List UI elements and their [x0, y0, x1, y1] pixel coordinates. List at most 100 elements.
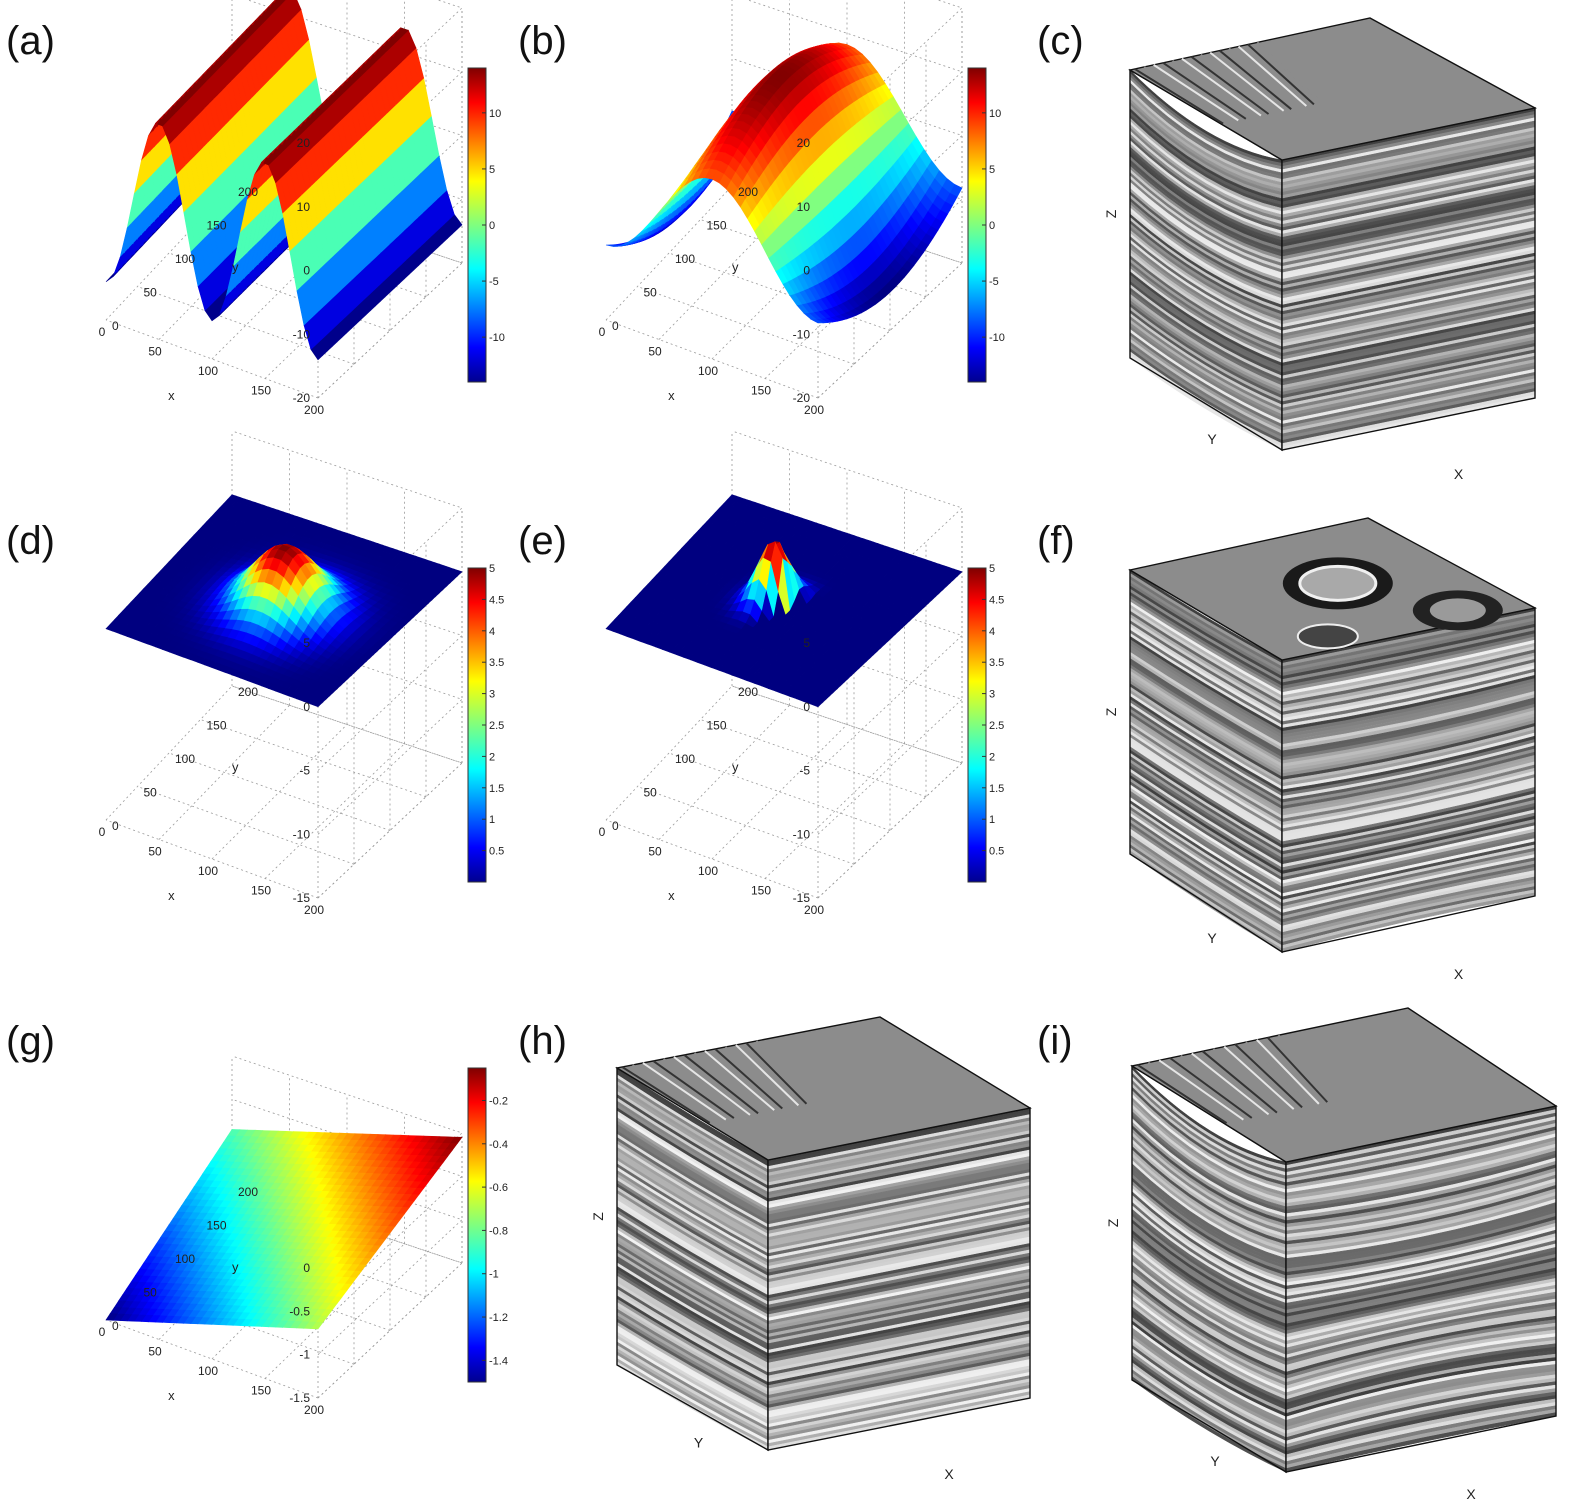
z-tick-label: 0: [303, 264, 310, 278]
y-tick-label: 200: [738, 685, 758, 699]
x-tick-label: 100: [698, 364, 718, 378]
colorbar-tick-label: 0.5: [489, 846, 504, 858]
y-axis-label: y: [232, 259, 239, 274]
grid-line: [105, 185, 233, 321]
y-axis-label: y: [732, 259, 739, 274]
x-tick-label: 100: [698, 864, 718, 878]
z-tick-label: 0: [803, 264, 810, 278]
surface: [105, 494, 463, 708]
grid-line: [105, 685, 233, 821]
y-tick-label: 200: [738, 185, 758, 199]
grid-line: [637, 286, 855, 365]
colorbar-tick-label: 2.5: [989, 720, 1004, 732]
colorbar-tick-label: 0.5: [989, 846, 1004, 858]
z-tick-label: 5: [303, 636, 310, 650]
colorbar-tick-label: -5: [989, 276, 999, 288]
x-tick-label: 50: [148, 845, 162, 859]
colorbar-tick-label: 2: [989, 751, 995, 763]
grid-line: [211, 224, 348, 360]
colorbar-tick-label: 5: [489, 563, 495, 575]
cube-faces: [1128, 517, 1538, 954]
z-tick-label: -20: [293, 391, 311, 405]
panel-label-e: (e): [518, 519, 567, 563]
colorbar-tick-label: 10: [989, 108, 1001, 120]
colorbar-tick-label: -5: [489, 276, 499, 288]
colorbar: 10 5 0 -5 -10: [467, 67, 505, 383]
surface-patch: [105, 271, 118, 283]
z-tick-label: -10: [293, 827, 311, 841]
colorbar: 54.543.532.521.510.5: [467, 563, 504, 883]
colorbar-tick-label: 1.5: [989, 783, 1004, 795]
x-tick-label: 0: [599, 325, 606, 339]
x-axis-label: x: [168, 888, 175, 903]
cube-front-right-face: [1281, 107, 1536, 451]
y-tick-label: 0: [112, 819, 119, 833]
grid-line: [605, 685, 733, 821]
y-tick-label: 50: [644, 786, 658, 800]
dome: [1296, 623, 1359, 650]
colorbar-tick-label: 0: [989, 220, 995, 232]
colorbar-tick-label: -10: [489, 332, 505, 344]
panel-label-c: (c): [1037, 19, 1084, 63]
y-tick-label: 100: [675, 752, 695, 766]
y-tick-label: 50: [644, 286, 658, 300]
colorbar-tick-label: 3.5: [489, 657, 504, 669]
z-axis-label: Z: [1103, 209, 1119, 218]
grid-line: [637, 786, 855, 865]
grid-line: [137, 786, 355, 865]
colorbar-tick-label: 3: [989, 689, 995, 701]
grid-line: [605, 185, 733, 321]
x-tick-label: 150: [751, 384, 771, 398]
colorbar-tick-label: 1: [489, 814, 495, 826]
grid-line: [264, 743, 405, 879]
z-tick-label: -10: [793, 827, 811, 841]
x-tick-label: 150: [251, 384, 271, 398]
colorbar-tick-label: 5: [489, 164, 495, 176]
z-tick-label: -10: [793, 327, 811, 341]
x-tick-label: 50: [148, 345, 162, 359]
colorbar-tick-label: -10: [989, 332, 1005, 344]
z-axis-label: Z: [1103, 707, 1119, 716]
cube-faces: [1128, 17, 1538, 452]
colorbar-tick-label: 10: [489, 108, 501, 120]
colorbar-tick-label: 4: [489, 626, 495, 638]
x-tick-label: 150: [251, 884, 271, 898]
x-tick-label: 0: [99, 825, 106, 839]
colorbar-tick-label: 5: [989, 563, 995, 575]
z-tick-label: 20: [797, 136, 811, 150]
y-tick-label: 150: [207, 719, 227, 733]
x-tick-label: 100: [198, 364, 218, 378]
y-axis-label: Y: [1207, 930, 1217, 946]
colorbar-tick-label: 5: [989, 164, 995, 176]
x-axis-label: X: [1454, 466, 1464, 482]
colorbar-tick-label: 2.5: [489, 720, 504, 732]
y-tick-label: 100: [175, 752, 195, 766]
colorbar-tick-label: 3.5: [989, 657, 1004, 669]
y-tick-label: 150: [707, 219, 727, 233]
y-tick-label: 200: [238, 185, 258, 199]
y-tick-label: 100: [175, 252, 195, 266]
x-axis-label: x: [668, 388, 675, 403]
panel-f: ZYX: [1103, 517, 1538, 982]
panel-label-a: (a): [6, 19, 55, 63]
colorbar-tick-label: 4.5: [489, 594, 504, 606]
colorbar-tick-label: 0: [489, 220, 495, 232]
grid-line: [764, 743, 905, 879]
z-tick-label: -5: [799, 764, 810, 778]
dome: [1298, 564, 1378, 602]
cube-front-right-face: [1281, 607, 1536, 953]
grid-line: [668, 252, 891, 331]
z-tick-label: 5: [803, 636, 810, 650]
x-tick-label: 0: [599, 825, 606, 839]
colorbar-tick-label: 4.5: [989, 594, 1004, 606]
y-tick-label: 200: [238, 685, 258, 699]
z-tick-label: 10: [297, 200, 311, 214]
x-tick-label: 100: [198, 864, 218, 878]
z-tick-label: 0: [803, 700, 810, 714]
x-tick-label: 200: [804, 903, 824, 917]
x-tick-label: 200: [804, 403, 824, 417]
